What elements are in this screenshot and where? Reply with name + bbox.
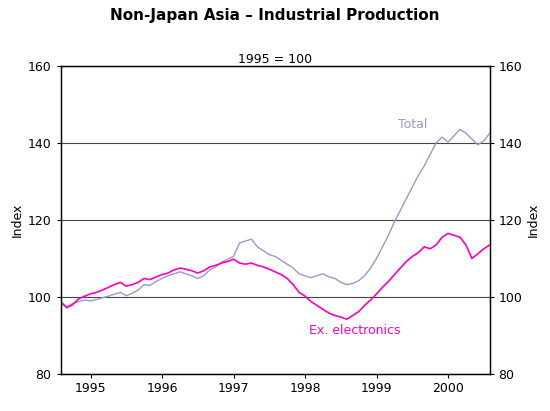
Text: Total: Total — [398, 118, 427, 131]
Text: Ex. electronics: Ex. electronics — [309, 324, 400, 337]
Y-axis label: Index: Index — [526, 203, 540, 237]
Title: 1995 = 100: 1995 = 100 — [238, 53, 312, 66]
Y-axis label: Index: Index — [10, 203, 24, 237]
Text: Non-Japan Asia – Industrial Production: Non-Japan Asia – Industrial Production — [110, 8, 440, 23]
